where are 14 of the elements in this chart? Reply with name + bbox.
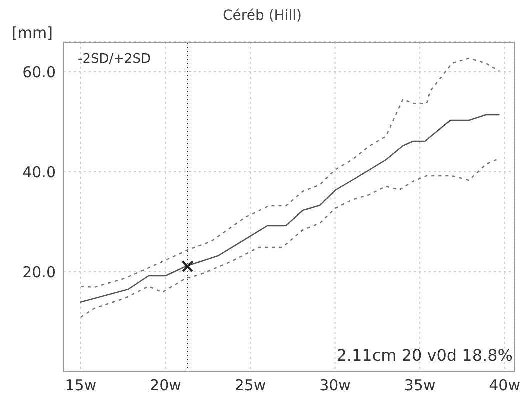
y-tick-label: 20.0 bbox=[22, 263, 56, 282]
x-tick-label: 40w bbox=[489, 376, 521, 395]
y-tick-label: 40.0 bbox=[22, 163, 56, 182]
x-tick-label: 25w bbox=[234, 376, 266, 395]
line-series bbox=[79, 114, 500, 304]
y-tick-label: 60.0 bbox=[22, 63, 56, 82]
annotation: -2SD/+2SD bbox=[78, 52, 152, 67]
x-tick-label: 15w bbox=[65, 376, 97, 395]
x-tick-label: 35w bbox=[404, 376, 436, 395]
x-tick-label: 30w bbox=[320, 376, 351, 395]
x-tick-label: 20w bbox=[150, 376, 182, 395]
chart-title: Céréb (Hill) bbox=[222, 8, 303, 24]
y-axis-title: [mm] bbox=[12, 24, 53, 42]
annotation: 2.11cm 20 v0d 18.8% bbox=[336, 346, 513, 365]
